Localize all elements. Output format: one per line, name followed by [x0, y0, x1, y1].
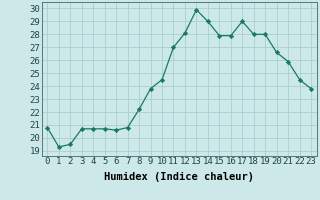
X-axis label: Humidex (Indice chaleur): Humidex (Indice chaleur): [104, 172, 254, 182]
